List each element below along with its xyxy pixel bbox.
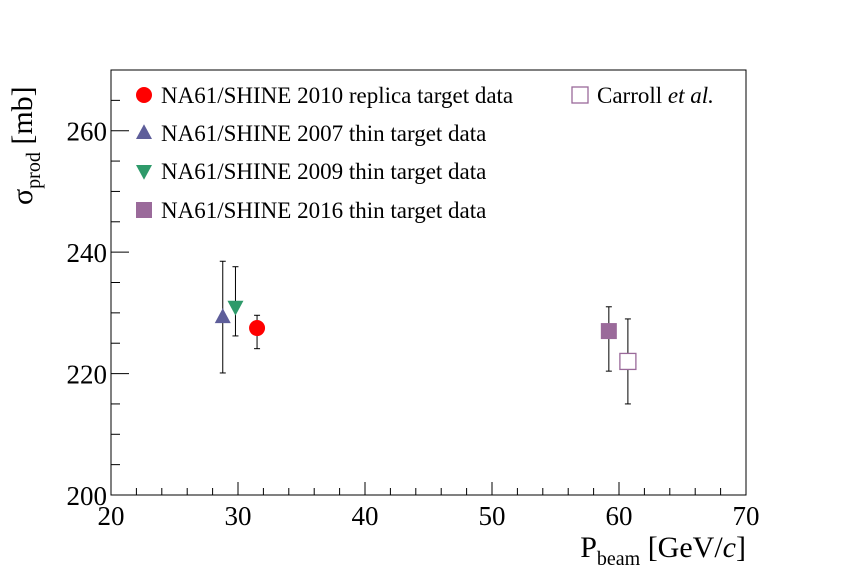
- data-points: [214, 260, 637, 405]
- y-axis-label: σprod [mb]: [6, 86, 45, 205]
- legend-marker: [136, 124, 152, 139]
- y-tick-label: 220: [67, 360, 108, 390]
- legend-label: Carroll et al.: [597, 83, 714, 108]
- data-point: [227, 266, 244, 337]
- data-point: [214, 260, 231, 374]
- legend-entry: NA61/SHINE 2009 thin target data: [136, 159, 486, 184]
- y-tick-label: 240: [67, 238, 108, 268]
- x-tick-label: 30: [225, 501, 252, 531]
- data-point: [600, 306, 617, 372]
- x-tick-label: 20: [98, 501, 125, 531]
- x-tick-label: 60: [606, 501, 633, 531]
- legend-label: NA61/SHINE 2007 thin target data: [161, 121, 486, 146]
- x-tick-label: 70: [733, 501, 760, 531]
- point-marker: [619, 352, 637, 371]
- data-point: [249, 314, 266, 350]
- legend-marker: [136, 87, 152, 103]
- legend-label-text: Carroll: [597, 83, 668, 108]
- legend-label-italic: et al.: [668, 83, 714, 108]
- legend-label: NA61/SHINE 2010 replica target data: [161, 83, 513, 108]
- point-marker: [600, 323, 617, 340]
- point-marker: [227, 300, 244, 316]
- y-tick-label: 200: [67, 481, 108, 511]
- data-point: [619, 318, 637, 405]
- y-tick-label: 260: [67, 117, 108, 147]
- legend-label: NA61/SHINE 2009 thin target data: [161, 159, 486, 184]
- point-marker: [249, 320, 266, 337]
- legend-entry: NA61/SHINE 2007 thin target data: [136, 121, 486, 146]
- legend: NA61/SHINE 2010 replica target data NA61/…: [136, 83, 714, 223]
- legend-entry: NA61/SHINE 2016 thin target data: [136, 198, 486, 223]
- legend-entry: Carroll et al.: [571, 83, 714, 108]
- legend-label: NA61/SHINE 2016 thin target data: [161, 198, 486, 223]
- axis-labels: σprod [mb] Pbeam [GeV/c]: [6, 86, 746, 570]
- legend-marker: [571, 86, 589, 104]
- x-tick-label: 50: [479, 501, 506, 531]
- legend-marker: [136, 202, 152, 218]
- axes: 20 30 40 50 60 70 200 220 240 260: [67, 69, 760, 531]
- legend-marker: [136, 165, 152, 180]
- x-axis-label: Pbeam [GeV/c]: [580, 531, 746, 570]
- x-tick-label: 40: [352, 501, 379, 531]
- legend-entry: NA61/SHINE 2010 replica target data: [136, 83, 513, 108]
- point-marker: [214, 308, 231, 324]
